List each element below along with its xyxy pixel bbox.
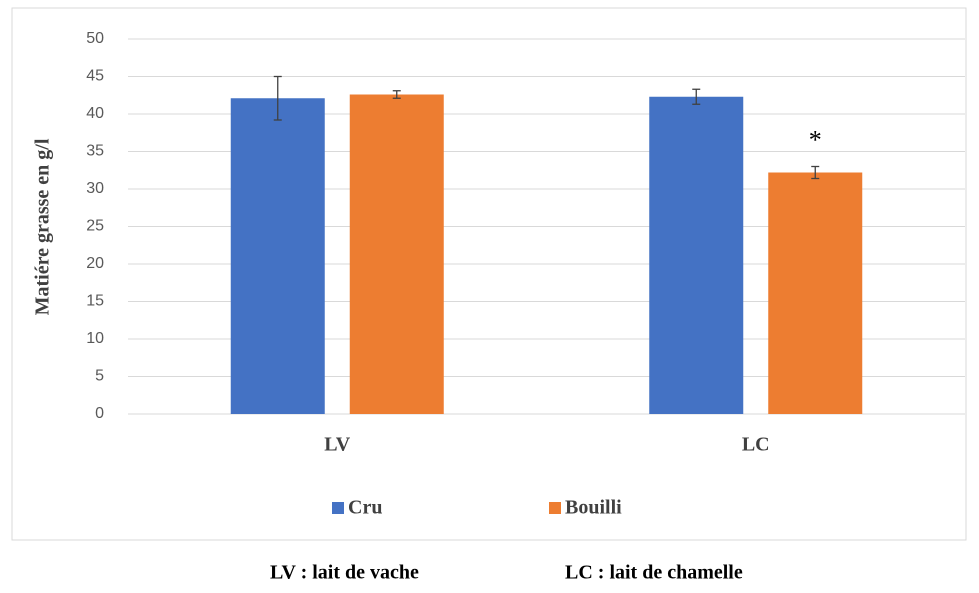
error-bar xyxy=(811,165,820,180)
error-bar xyxy=(392,90,401,99)
y-axis-label: Matiére grasse en g/l xyxy=(32,138,54,315)
footnote: LV : lait de vache xyxy=(270,562,419,584)
bar xyxy=(768,172,863,414)
y-tick-label: 15 xyxy=(86,293,104,310)
y-tick-label: 50 xyxy=(86,30,104,47)
error-bar xyxy=(692,88,701,105)
y-tick-label: 10 xyxy=(86,330,104,347)
x-tick-label: LC xyxy=(742,434,770,456)
y-tick-label: 40 xyxy=(86,105,104,122)
annotation: * xyxy=(809,125,822,154)
y-tick-label: 20 xyxy=(86,255,104,272)
x-tick-label: LV xyxy=(324,434,351,456)
error-bar xyxy=(273,75,282,121)
y-tick-label: 30 xyxy=(86,180,104,197)
legend-label: Bouilli xyxy=(565,497,622,519)
legend-swatch xyxy=(332,502,344,514)
y-tick-label: 5 xyxy=(95,368,104,385)
footnote: LC : lait de chamelle xyxy=(565,562,743,584)
bar xyxy=(649,96,744,414)
y-tick-label: 0 xyxy=(95,405,104,422)
y-tick-label: 45 xyxy=(86,68,104,85)
bar xyxy=(349,94,444,414)
y-tick-label: 35 xyxy=(86,143,104,160)
y-tick-label: 25 xyxy=(86,218,104,235)
legend-label: Cru xyxy=(348,497,382,519)
bar xyxy=(230,98,325,414)
legend-swatch xyxy=(549,502,561,514)
